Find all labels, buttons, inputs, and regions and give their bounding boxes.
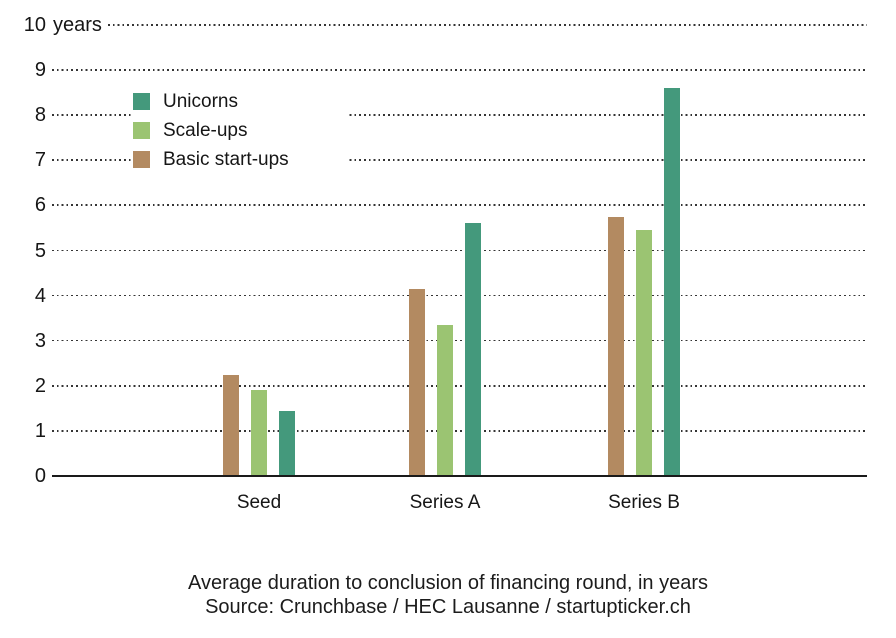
y-tick-0: 0 — [34, 465, 46, 487]
gridline-6 — [52, 204, 867, 207]
legend-swatch-basic-start-ups-icon — [133, 151, 150, 168]
gridline-8 — [52, 114, 867, 116]
y-tick-8: 8 — [34, 104, 46, 127]
legend: Unicorns Scale-ups Basic start-ups — [133, 87, 348, 174]
gridline-3 — [52, 339, 867, 342]
gridline-10 — [108, 24, 867, 26]
legend-label-unicorns: Unicorns — [163, 90, 238, 112]
bar-scale-ups-seed — [251, 390, 267, 476]
legend-label-basic-start-ups: Basic start-ups — [163, 148, 289, 170]
bar-unicorns-series-a — [465, 223, 481, 476]
legend-item-unicorns: Unicorns — [133, 87, 348, 116]
gridline-2 — [52, 384, 867, 387]
y-tick-3: 3 — [34, 329, 46, 352]
y-tick-6: 6 — [34, 194, 46, 217]
y-tick-7: 7 — [34, 149, 46, 172]
gridline-4 — [52, 294, 867, 297]
caption-title: Average duration to conclusion of financ… — [188, 572, 708, 594]
y-tick-9: 9 — [34, 59, 46, 82]
legend-item-scale-ups: Scale-ups — [133, 116, 348, 145]
y-tick-2: 2 — [34, 374, 46, 397]
bar-basic-start-ups-series-b — [608, 217, 624, 476]
y-tick-5: 5 — [34, 239, 46, 262]
x-axis-label-series-a: Series A — [409, 492, 481, 513]
bar-basic-start-ups-seed — [223, 375, 239, 476]
legend-swatch-scale-ups-icon — [133, 122, 150, 139]
y-axis-unit-label: years — [53, 14, 102, 36]
x-axis-line — [52, 475, 867, 477]
caption-source: Source: Crunchbase / HEC Lausanne / star… — [205, 596, 691, 618]
gridline-9 — [52, 69, 867, 71]
caption: Average duration to conclusion of financ… — [0, 571, 896, 619]
legend-item-basic-start-ups: Basic start-ups — [133, 145, 348, 174]
gridline-7 — [52, 159, 867, 162]
y-tick-1: 1 — [34, 419, 46, 442]
y-tick-4: 4 — [34, 284, 46, 307]
legend-label-scale-ups: Scale-ups — [163, 119, 248, 141]
bar-basic-start-ups-series-a — [409, 289, 425, 476]
gridline-1 — [52, 429, 867, 432]
bar-unicorns-seed — [279, 411, 295, 476]
x-axis-label-series-b: Series B — [608, 492, 680, 513]
gridline-5 — [52, 249, 867, 252]
bar-scale-ups-series-b — [636, 230, 652, 476]
bar-scale-ups-series-a — [437, 325, 453, 476]
y-tick-10: 10 — [23, 14, 46, 36]
legend-swatch-unicorns-icon — [133, 93, 150, 110]
bar-unicorns-series-b — [664, 88, 680, 476]
x-axis-label-seed: Seed — [236, 492, 282, 513]
